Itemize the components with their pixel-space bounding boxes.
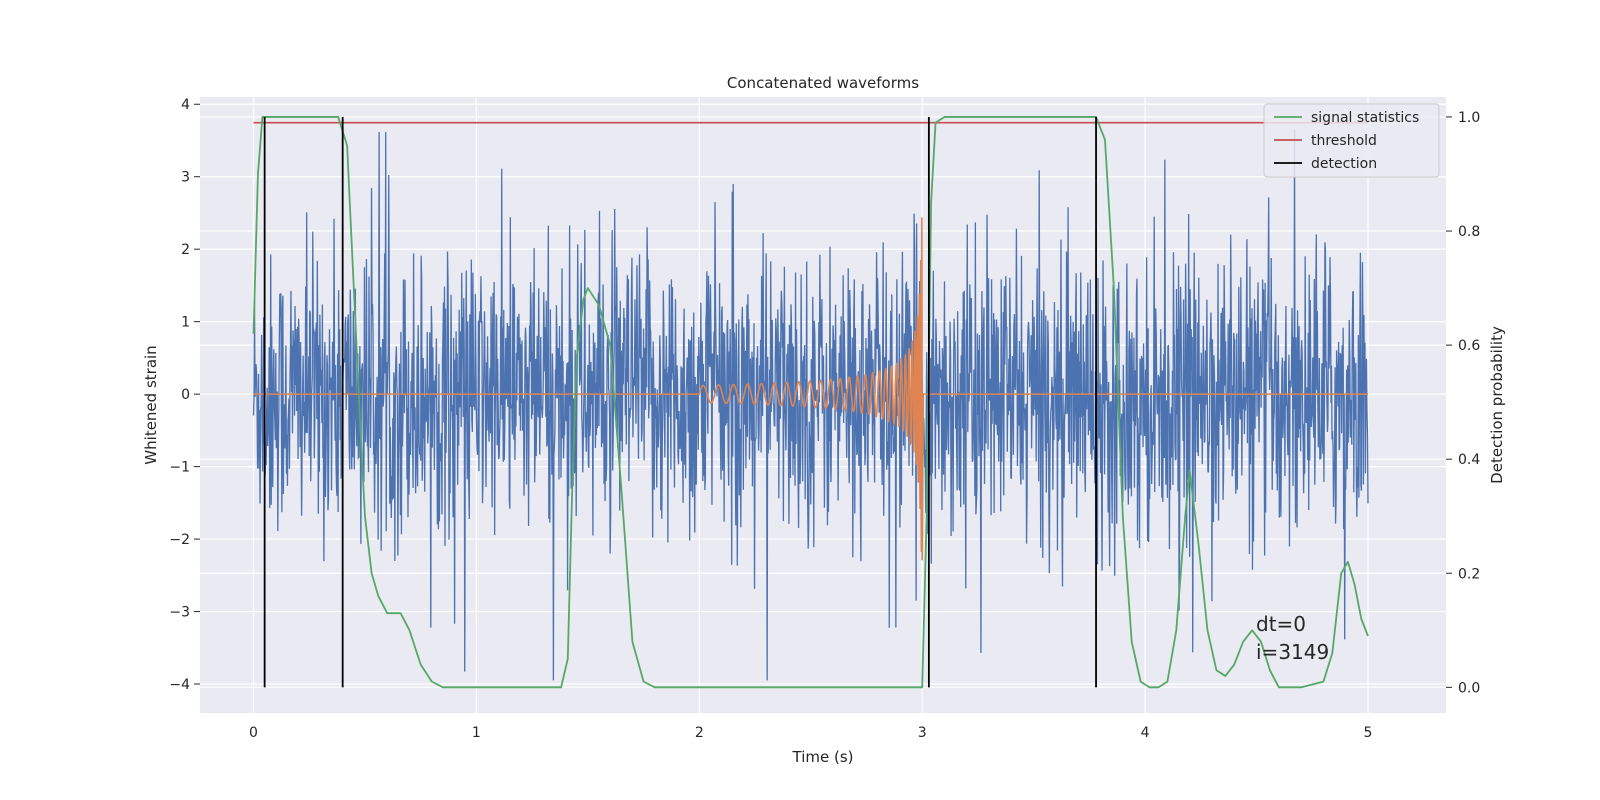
legend-box (1263, 103, 1440, 178)
axis-ticks: 0 1 2 3 4 5 −4 −3 −2 −1 0 1 2 3 4 0.0 0.2 0.4 0.6 0.8 1.0 (169, 97, 1480, 741)
legend-label-detection: detection (1311, 156, 1377, 172)
signal-statistics-line (252, 116, 1369, 689)
y2-tick-label: 0.8 (1458, 224, 1480, 240)
y-tick-label: −2 (169, 532, 190, 548)
y-tick-label: 4 (181, 97, 190, 113)
legend-label-threshold: threshold (1311, 133, 1377, 149)
series-layer (252, 116, 1369, 689)
chart-title: Concatenated waveforms (727, 74, 919, 92)
y-tick-label: −4 (169, 677, 190, 693)
y-tick-label: −1 (169, 460, 190, 476)
y-tick-label: 1 (181, 315, 190, 331)
plot-area (252, 116, 1369, 689)
annotation-i: i=3149 (1256, 640, 1329, 664)
y2-axis-label: Detection probability (1488, 326, 1506, 484)
legend: signal statistics threshold detection (1263, 103, 1440, 178)
y-tick-label: −3 (169, 605, 190, 621)
annotation-dt: dt=0 (1256, 612, 1306, 636)
x-tick-label: 1 (472, 725, 481, 741)
y2-tick-label: 1.0 (1458, 110, 1480, 126)
x-tick-label: 4 (1141, 725, 1150, 741)
injected-waveform-trace (253, 217, 1368, 561)
y-tick-label: 2 (181, 242, 190, 258)
x-axis-label: Time (s) (792, 748, 854, 766)
y2-tick-label: 0.6 (1458, 338, 1480, 354)
y2-tick-label: 0.2 (1458, 566, 1480, 582)
y2-tick-label: 0.4 (1458, 452, 1480, 468)
y-tick-label: 0 (181, 387, 190, 403)
y-axis-label: Whitened strain (142, 345, 160, 464)
y-tick-label: 3 (181, 170, 190, 186)
y2-tick-label: 0.0 (1458, 680, 1480, 696)
x-tick-label: 3 (918, 725, 927, 741)
x-tick-label: 0 (249, 725, 258, 741)
legend-label-signal-statistics: signal statistics (1311, 110, 1419, 126)
x-tick-label: 5 (1364, 725, 1373, 741)
x-tick-label: 2 (695, 725, 704, 741)
